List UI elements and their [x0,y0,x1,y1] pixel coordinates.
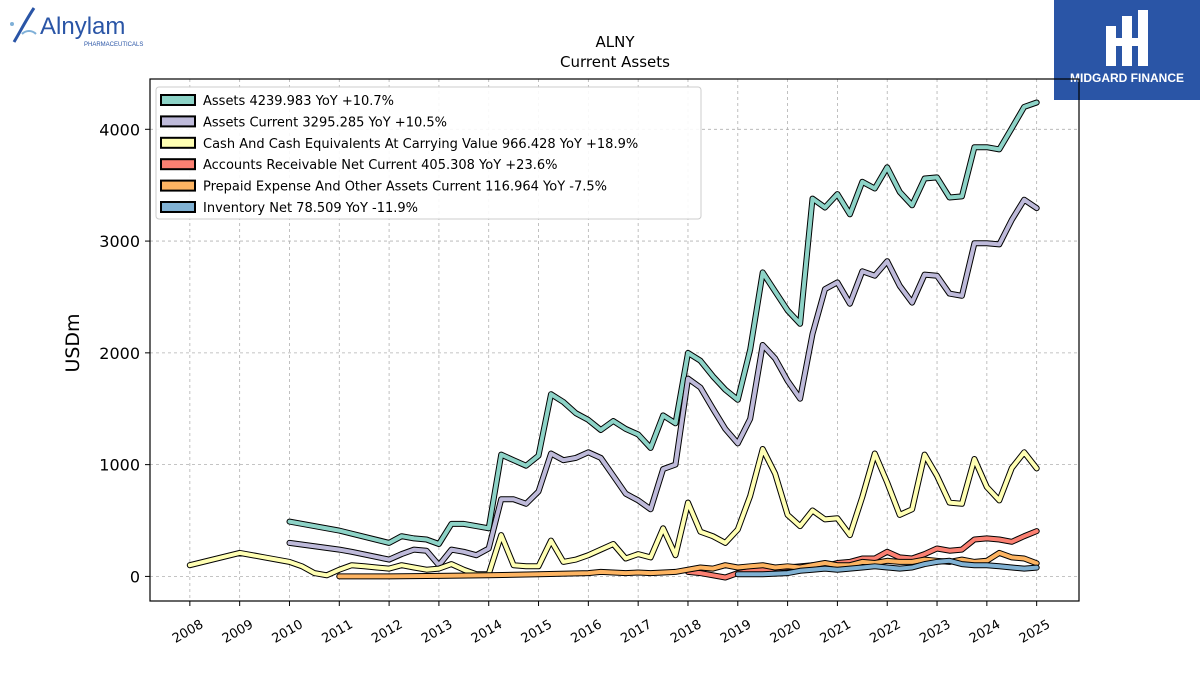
legend-item: Inventory Net 78.509 YoY -11.9% [160,201,418,216]
alnylam-logo-text: Alnylam [40,13,125,40]
x-tick-label: 2012 [369,617,405,647]
plot-frame [149,78,1080,602]
legend-label: Inventory Net 78.509 YoY -11.9% [203,201,418,216]
legend-label: Accounts Receivable Net Current 405.308 … [203,158,558,173]
series-2 [286,196,1040,569]
legend-label: Assets 4239.983 YoY +10.7% [203,94,394,109]
chart-subtitle: Current Assets [560,53,670,71]
series-line [735,558,1039,577]
y-tick-label: 2000 [99,344,140,363]
legend-item: Assets Current 3295.285 YoY +10.5% [160,115,447,130]
legend-swatch [160,201,196,213]
x-tick-label: 2010 [270,617,306,647]
series-1 [286,99,1040,547]
alnylam-logo-subtext: PHARMACEUTICALS [84,42,143,48]
y-tick-label: 3000 [99,232,140,251]
chart-title: ALNY [595,33,635,51]
x-tick-label: 2016 [569,617,605,647]
x-tick-label: 2015 [519,617,555,647]
x-tick-label: 2022 [867,617,903,647]
y-tick-label: 0 [130,567,140,586]
legend-swatch [160,158,196,171]
alnylam-logo-mark: Alnylam PHARMACEUTICALS [10,7,143,48]
y-tick-label: 4000 [99,120,140,139]
y-tick-label: 1000 [99,456,140,475]
midgard-logo-text: MIDGARD FINANCE [1070,71,1184,85]
x-tick-label: 2011 [319,617,355,647]
series-line [187,447,1039,578]
legend-item: Accounts Receivable Net Current 405.308 … [160,158,558,173]
x-tick-label: 2020 [768,617,804,647]
legend-swatch [160,179,196,192]
x-tick-label: 2009 [220,617,256,647]
x-tick-label: 2008 [170,617,206,647]
x-axis-ticks: 2008 2009 2010 2011 2012 2013 2014 2015 2016 2017… [170,601,1053,647]
x-tick-label: 2024 [967,617,1003,647]
legend-label: Assets Current 3295.285 YoY +10.5% [203,115,447,130]
series-3 [186,446,1040,579]
legend-item: Assets 4239.983 YoY +10.7% [160,94,394,109]
legend-item: Cash And Cash Equivalents At Carrying Va… [160,136,638,152]
legend-swatch [160,136,196,149]
series-line [287,197,1039,568]
x-tick-label: 2019 [718,617,754,647]
y-axis-ticks: 0 1000 2000 3000 4000 [99,120,150,586]
alnylam-logo: Alnylam PHARMACEUTICALS [6,4,166,48]
x-tick-label: 2023 [917,617,953,647]
x-tick-label: 2017 [618,617,654,647]
series-4 [685,528,1040,581]
legend-label: Prepaid Expense And Other Assets Current… [203,180,607,195]
midgard-finance-logo: MIDGARD FINANCE [1054,0,1200,100]
y-axis-label: USDm [62,313,84,372]
legend-swatch [160,115,196,128]
series-line [287,100,1039,546]
x-tick-label: 2021 [818,617,854,647]
legend-swatch [160,94,196,106]
x-tick-label: 2014 [469,617,505,647]
legend: Assets 4239.983 YoY +10.7% Assets Current… [155,86,702,220]
legend-box [155,86,702,220]
x-tick-label: 2025 [1017,617,1053,647]
legend-label: Cash And Cash Equivalents At Carrying Va… [203,137,638,152]
series-lines [186,99,1040,581]
midgard-logo-mark: MIDGARD FINANCE [1070,10,1184,85]
series-6 [734,557,1040,578]
x-tick-label: 2018 [668,617,704,647]
legend-item: Prepaid Expense And Other Assets Current… [160,179,607,195]
x-tick-label: 2013 [419,617,455,647]
series-outline [286,196,1040,569]
